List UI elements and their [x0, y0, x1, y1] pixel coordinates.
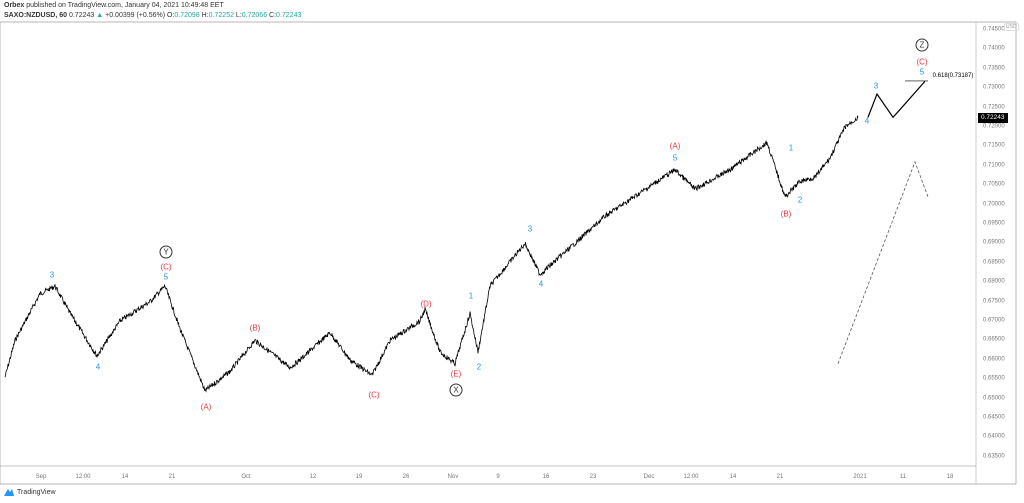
y-tick: 0.74500	[983, 26, 1005, 33]
symbol: SAXO:NZDUSD, 60	[4, 12, 68, 19]
wave-label: 3	[49, 270, 55, 280]
fib-label: 0.618(0.73187)	[932, 73, 974, 79]
x-tick: Sep	[35, 474, 47, 480]
wave-label: 5	[919, 67, 925, 77]
wave-label: Z	[915, 38, 929, 52]
last-price: 0.72243	[68, 12, 95, 19]
wave-label: (C)	[160, 262, 172, 272]
open: 0.72098	[174, 12, 200, 19]
wave-label: (B)	[249, 323, 261, 333]
y-tick: 0.63500	[983, 453, 1005, 460]
wave-label: (C)	[916, 57, 928, 67]
chart-frame	[0, 21, 1017, 485]
x-tick: Nov	[447, 474, 459, 480]
x-tick: 12	[309, 474, 317, 480]
projection-arrows	[867, 80, 926, 119]
x-tick: Dec	[643, 474, 655, 480]
x-tick: 26	[402, 474, 410, 480]
y-tick: 0.68000	[983, 278, 1005, 285]
currency-badge[interactable]: USD	[1004, 23, 1019, 31]
x-tick: 16	[542, 474, 550, 480]
wave-label: 3	[873, 81, 879, 91]
wave-label: 1	[468, 291, 474, 301]
x-tick: 21	[776, 474, 784, 480]
wave-label: 1	[788, 143, 794, 153]
wave-label: 4	[95, 362, 101, 372]
publish-text: published on TradingView.com, January 04…	[26, 2, 224, 9]
y-tick: 0.66000	[983, 356, 1005, 363]
wave-label: (A)	[200, 402, 212, 412]
y-tick: 0.67500	[983, 298, 1005, 305]
wave-label: 5	[672, 153, 678, 163]
y-tick: 0.71500	[983, 142, 1005, 149]
tradingview-logo[interactable]: TradingView	[4, 488, 56, 496]
high: 0.72252	[208, 12, 234, 19]
y-tick: 0.64000	[983, 433, 1005, 440]
y-tick: 0.68500	[983, 259, 1005, 266]
wave-label: (E)	[450, 369, 462, 379]
y-tick: 0.73000	[983, 84, 1005, 91]
wave-label: Y	[159, 245, 173, 259]
wave-label: (B)	[780, 209, 792, 219]
y-tick: 0.70500	[983, 181, 1005, 188]
y-tick: 0.65000	[983, 395, 1005, 402]
symbol-line: SAXO:NZDUSD, 60 0.72243 ▲ +0.00399 (+0.5…	[4, 12, 302, 19]
y-tick: 0.72500	[983, 104, 1005, 111]
low: 0.72066	[241, 12, 268, 19]
y-tick: 0.72000	[983, 123, 1005, 130]
wave-label: 4	[538, 279, 544, 289]
x-tick: 14	[729, 474, 737, 480]
dashed-projection	[837, 160, 929, 364]
wave-label: 5	[163, 272, 169, 282]
wave-label: X	[449, 383, 463, 397]
y-tick: 0.71000	[983, 162, 1005, 169]
wave-label: 2	[797, 195, 803, 205]
y-tick: 0.70000	[983, 201, 1005, 208]
y-tick: 0.73500	[983, 65, 1005, 72]
y-tick: 0.69000	[983, 239, 1005, 246]
x-tick: 2021	[853, 474, 867, 480]
wave-label: 2	[476, 362, 482, 372]
price-line	[4, 115, 859, 393]
y-tick: 0.74000	[983, 45, 1005, 52]
last-price-badge: 0.72243	[978, 113, 1008, 123]
x-tick: 14	[121, 474, 129, 480]
y-tick: 0.69500	[983, 220, 1005, 227]
y-tick: 0.67000	[983, 317, 1005, 324]
wave-label: 4	[864, 116, 870, 126]
x-tick: 11	[899, 474, 907, 480]
publish-info: Orbex published on TradingView.com, Janu…	[4, 2, 224, 9]
tradingview-icon	[4, 489, 14, 496]
x-tick: 23	[589, 474, 597, 480]
wave-label: (D)	[420, 299, 432, 309]
y-tick: 0.64500	[983, 414, 1005, 421]
up-arrow-icon: ▲	[96, 12, 104, 19]
x-tick: 12:00	[683, 474, 699, 480]
wave-label: (C)	[368, 390, 380, 400]
change: +0.00399 (+0.56%)	[105, 12, 166, 19]
wave-label: 3	[527, 224, 533, 234]
x-tick: 18	[946, 474, 954, 480]
brand-text: TradingView	[17, 488, 56, 496]
author[interactable]: Orbex	[4, 2, 25, 9]
close: 0.72243	[276, 12, 302, 19]
wave-label: (A)	[669, 141, 681, 151]
y-tick: 0.65500	[983, 375, 1005, 382]
x-tick: Oct	[241, 474, 251, 480]
x-tick: 19	[355, 474, 363, 480]
y-tick: 0.66500	[983, 336, 1005, 343]
x-tick: 9	[496, 474, 500, 480]
x-tick: 12:00	[75, 474, 91, 480]
x-tick: 21	[168, 474, 176, 480]
